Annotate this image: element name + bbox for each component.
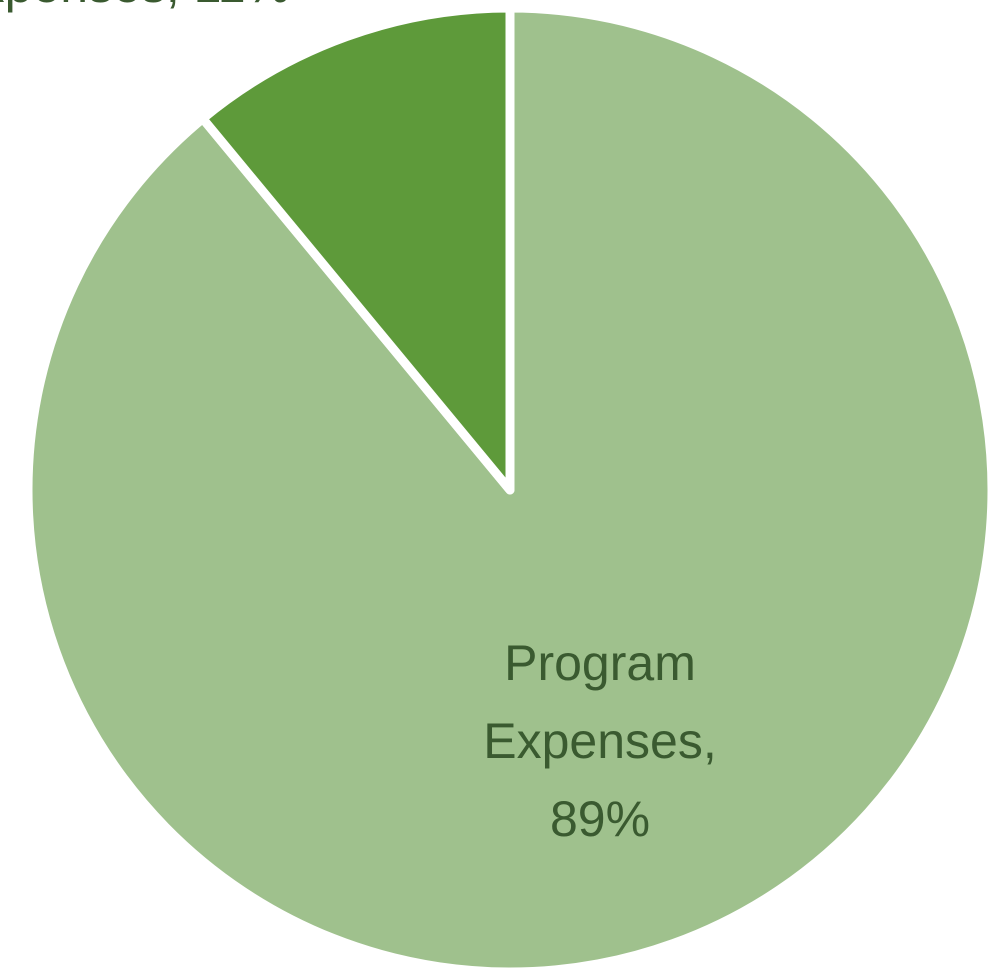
slice-label-program-expenses-line-1: Program [504,635,696,691]
pie-labels: Program Expenses, 89% xpenses, 11% [0,0,717,847]
slice-label-other-expenses-line-1: xpenses, 11% [0,0,290,13]
slice-label-program-expenses-line-3: 89% [550,791,650,847]
pie-slice-other-expenses [198,3,515,495]
pie-slice-program-expenses [23,3,997,970]
slice-label-program-expenses: Program Expenses, 89% [483,635,716,847]
slice-label-other-expenses: xpenses, 11% [0,0,290,13]
pie-slices [23,3,997,970]
slice-label-program-expenses-line-2: Expenses, [483,713,716,769]
